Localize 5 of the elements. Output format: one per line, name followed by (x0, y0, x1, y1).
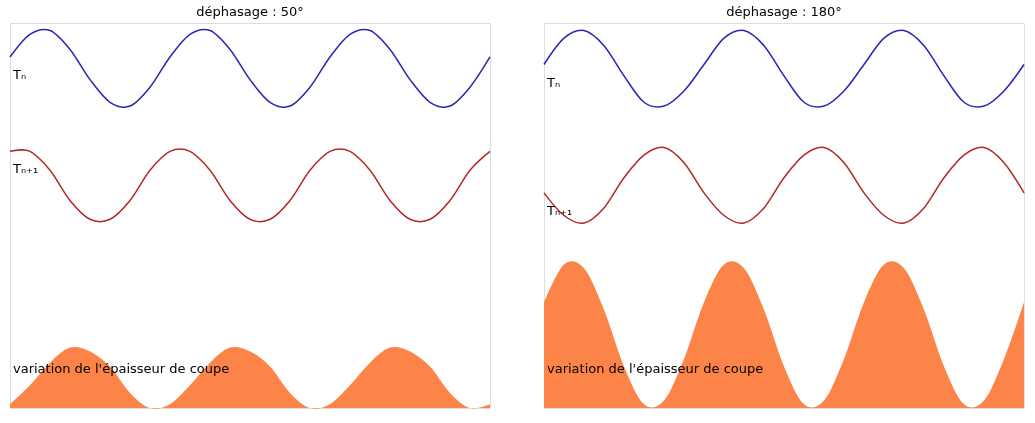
chart-title: déphasage : 180° (726, 4, 842, 19)
series-label: Tₙ (546, 74, 561, 90)
series-label: Tₙ₊₁ (12, 161, 39, 177)
chart-title: déphasage : 50° (196, 4, 304, 19)
series-label: Tₙ (12, 66, 27, 82)
